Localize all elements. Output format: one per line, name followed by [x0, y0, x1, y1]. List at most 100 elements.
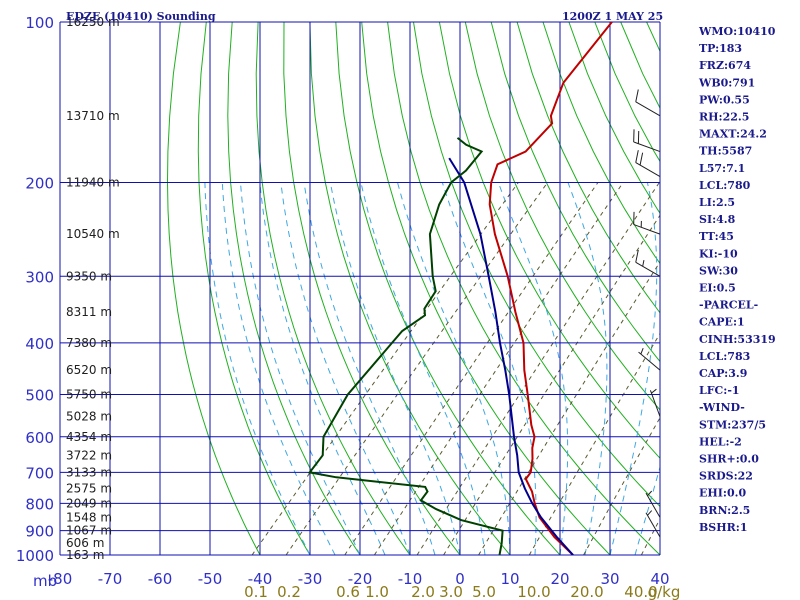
height-label: 4354 m	[66, 430, 112, 444]
sounding-series	[307, 22, 613, 555]
temperature-tick-label: 40	[650, 570, 669, 588]
mixing-ratio-label: 0.1	[244, 583, 268, 600]
mixing-ratio-line	[344, 182, 599, 555]
index-line: LCL:783	[699, 350, 750, 363]
moist-adiabat	[240, 182, 361, 555]
mixing-ratio-label: 40.0	[624, 583, 657, 600]
pressure-tick-label: 100	[25, 14, 54, 32]
height-label: 7380 m	[66, 336, 112, 350]
series-line-0	[488, 22, 613, 555]
wind-barb-staff	[645, 492, 661, 518]
dry-adiabat	[166, 22, 261, 555]
index-line: TP:183	[699, 42, 742, 55]
mixing-ratio-label: 1.0	[365, 583, 389, 600]
mixing-ratio-label: 10.0	[517, 583, 550, 600]
wind-barb	[633, 211, 661, 235]
wind-barb-half-feather	[647, 510, 653, 516]
dry-adiabat	[387, 22, 660, 555]
height-label: 8311 m	[66, 305, 112, 319]
wind-barb	[635, 249, 661, 277]
temperature-tick-label: -20	[348, 570, 373, 588]
height-label: 5750 m	[66, 388, 112, 402]
wind-barb	[633, 129, 661, 153]
pressure-tick-label: 1000	[16, 547, 54, 565]
height-label: 9350 m	[66, 269, 112, 283]
pressure-tick-label: 400	[25, 335, 54, 353]
height-label: 2049 m	[66, 496, 112, 510]
moist-adiabat	[397, 182, 511, 555]
index-line: TT:45	[699, 230, 734, 243]
height-label: 16250 m	[66, 15, 120, 29]
index-line: EHI:0.0	[699, 487, 746, 500]
temperature-tick-label: -40	[248, 570, 273, 588]
height-label: 163 m	[66, 548, 104, 562]
moist-adiabat	[634, 465, 660, 555]
pressure-tick-label: 200	[25, 174, 54, 192]
index-line: -PARCEL-	[699, 299, 758, 312]
index-line: -WIND-	[699, 401, 745, 414]
mixing-ratio-label: 20.0	[570, 583, 603, 600]
index-line: WMO:10410	[698, 25, 776, 38]
index-line: HEL:-2	[699, 435, 742, 448]
temperature-tick-label: -70	[98, 570, 123, 588]
mixing-ratio-line	[285, 182, 549, 555]
height-label: 1548 m	[66, 510, 112, 524]
wind-barb-staff	[633, 224, 661, 235]
mixing-ratio-line	[373, 182, 624, 555]
temperature-tick-label: 0	[455, 570, 465, 588]
index-line: L57:7.1	[699, 162, 745, 175]
index-line: LI:2.5	[699, 196, 735, 209]
mixing-ratio-label: 0.2	[277, 583, 301, 600]
wind-barb-feather	[635, 249, 639, 263]
moist-adiabat	[567, 182, 608, 555]
pressure-tick-label: 900	[25, 523, 54, 541]
height-label: 606 m	[66, 536, 104, 550]
wind-barb-half-feather	[642, 260, 645, 267]
chart-title: EDZE (10410) Sounding	[66, 10, 216, 23]
wind-barb-feather	[635, 89, 639, 102]
temperature-tick-label: -30	[298, 570, 323, 588]
moist-adiabat	[259, 182, 386, 555]
wind-barb-feather	[635, 150, 639, 163]
wind-barb	[635, 150, 661, 178]
chart-time: 1200Z 1 MAY 25	[562, 10, 663, 23]
dry-adiabat	[361, 22, 611, 555]
dry-adiabats	[166, 22, 660, 555]
moist-adiabat	[303, 182, 436, 555]
moist-adiabats	[204, 182, 660, 555]
index-line: LCL:780	[699, 179, 751, 192]
height-label: 2575 m	[66, 481, 112, 495]
wind-barb-feather	[639, 152, 644, 166]
mixing-ratio-label: 0.6	[336, 583, 360, 600]
temperature-tick-label: 30	[600, 570, 619, 588]
height-label: 13710 m	[66, 109, 120, 123]
height-label: 3133 m	[66, 465, 112, 479]
temperature-tick-label: -80	[48, 570, 73, 588]
height-label: 6520 m	[66, 363, 112, 377]
moist-adiabat	[221, 182, 336, 555]
moist-adiabat	[441, 182, 537, 555]
index-line: TH:5587	[699, 145, 752, 158]
mixing-ratio-label: 5.0	[472, 583, 496, 600]
dry-adiabat	[255, 22, 411, 555]
height-label: 5028 m	[66, 410, 112, 424]
grid	[59, 21, 661, 556]
dry-adiabat	[490, 22, 660, 363]
moist-adiabat	[497, 182, 569, 555]
temperature-tick-label: -60	[148, 570, 173, 588]
dry-adiabat	[283, 22, 461, 555]
moist-adiabat	[280, 182, 411, 555]
wind-barb-half-feather	[647, 490, 653, 497]
index-line: CINH:53319	[699, 333, 776, 346]
pressure-tick-label: 300	[25, 268, 54, 286]
mixing-ratio-label: g/kg	[648, 583, 681, 600]
wind-barb	[649, 388, 661, 417]
index-line: MAXT:24.2	[699, 128, 767, 141]
wind-barbs	[633, 89, 661, 538]
dry-adiabat	[227, 22, 361, 555]
pressure-tick-label: 500	[25, 387, 54, 405]
index-line: FRZ:674	[699, 59, 751, 72]
dry-adiabat	[197, 22, 311, 555]
index-line: WB0:791	[698, 76, 755, 89]
